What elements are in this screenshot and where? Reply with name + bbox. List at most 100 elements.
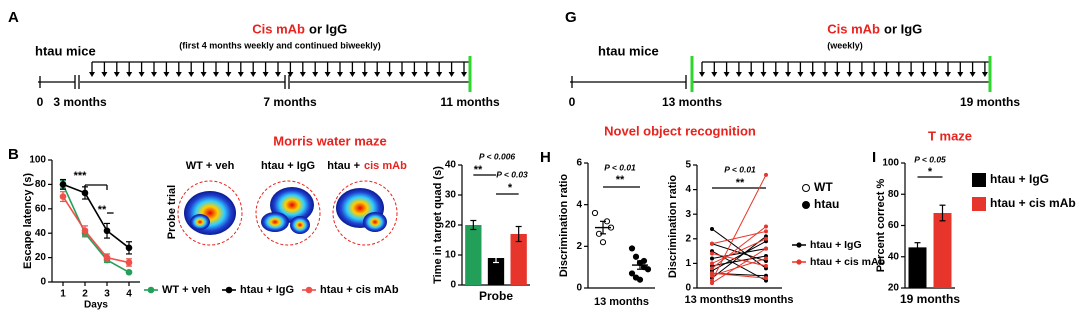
y-tick-label: 60	[888, 220, 900, 231]
condition-label: WT + veh	[186, 160, 235, 172]
panel-label: I	[872, 149, 876, 166]
heatmaps	[177, 180, 398, 246]
condition-label: htau +	[327, 160, 360, 172]
y-tick-label: 0	[576, 283, 582, 294]
point	[764, 246, 768, 251]
arrow-head	[436, 72, 443, 77]
x-tick-label: 2	[82, 289, 88, 300]
treatment: or IgG	[309, 21, 347, 36]
arrow-head	[113, 72, 120, 77]
point	[710, 241, 714, 246]
series-line	[62, 196, 130, 264]
arrow-head	[448, 72, 455, 77]
y-tick-label: 0	[685, 283, 691, 294]
y-tick-label: 40	[888, 251, 900, 262]
legend-swatch	[972, 173, 986, 187]
arrow-head	[138, 72, 145, 77]
arrow-head	[908, 72, 915, 77]
y-tick-label: 4	[685, 184, 691, 195]
arrow-head	[200, 72, 207, 77]
point	[710, 256, 714, 261]
y-tick-label: 40	[35, 228, 47, 239]
arrow-head	[920, 72, 927, 77]
pair-line	[711, 174, 767, 281]
y-tick-label: 10	[445, 250, 457, 261]
y-axis-label: Discrimination ratio	[558, 174, 570, 278]
arrow-head	[225, 72, 232, 77]
point	[644, 266, 652, 273]
series-line	[62, 184, 130, 273]
arrow-head	[822, 72, 828, 77]
arrow-head	[735, 72, 742, 77]
point	[710, 271, 714, 276]
panel-title: Morris water maze	[273, 133, 386, 148]
arrow-head	[760, 72, 767, 77]
time-label: 0	[37, 95, 44, 109]
arrow-head	[858, 72, 865, 77]
y-tick-label: 2	[576, 241, 582, 252]
point	[764, 172, 768, 177]
arrow-head	[711, 72, 718, 77]
y-tick-label: 80	[35, 179, 47, 190]
point	[81, 189, 89, 197]
point	[764, 256, 768, 261]
time-label: 11 months	[440, 95, 500, 109]
point	[710, 226, 714, 231]
arrow-head	[895, 72, 902, 77]
arrow-head	[748, 72, 755, 77]
point	[710, 281, 714, 286]
pair-line	[711, 272, 767, 279]
y-tick-label: 20	[888, 283, 900, 294]
legend-marker	[796, 259, 802, 265]
pair-line	[711, 255, 767, 267]
legend-label: WT + veh	[162, 284, 211, 296]
panel-label: H	[540, 149, 551, 166]
x-tick-label: 13 months	[684, 294, 739, 306]
bar	[933, 213, 952, 288]
time-label: 19 months	[960, 95, 1020, 109]
arrow-head	[809, 72, 816, 77]
annotation: P < 0.03	[496, 169, 528, 179]
annotation: P < 0.01	[724, 164, 756, 174]
point	[764, 224, 768, 229]
y-tick-label: 100	[29, 155, 46, 166]
schedule: (weekly)	[827, 40, 863, 50]
arrow-head	[237, 72, 244, 77]
bar	[465, 225, 482, 285]
panel-title: T maze	[928, 128, 972, 143]
arrow-head	[151, 72, 157, 77]
arrow-head	[945, 72, 951, 77]
arrow-head	[699, 72, 705, 77]
y-axis-label: Time in target quad (s)	[432, 166, 444, 284]
pair-line	[711, 240, 767, 272]
point	[764, 229, 768, 234]
arrow-head	[423, 72, 430, 77]
point	[764, 263, 768, 268]
arrow-head	[349, 72, 356, 77]
annotation: *	[508, 182, 513, 194]
y-tick-label: 20	[445, 220, 457, 231]
annotation: **	[474, 164, 483, 176]
treatment: or IgG	[884, 21, 922, 36]
legend-marker	[225, 286, 233, 294]
panel-label: B	[8, 146, 19, 163]
annotation: **	[616, 174, 625, 186]
arrow-head	[399, 72, 405, 77]
treatment: Cis mAb	[252, 21, 305, 36]
y-axis-label: Percent correct %	[875, 179, 887, 273]
arrow-head	[957, 72, 964, 77]
x-tick-label: 3	[104, 289, 110, 300]
time-label: 0	[569, 95, 576, 109]
y-axis-label: Discrimination ratio	[667, 175, 679, 279]
annotation: P < 0.006	[479, 151, 516, 161]
y-tick-label: 0	[40, 277, 46, 288]
series-line	[62, 183, 130, 249]
arrow-head	[871, 72, 878, 77]
annotation: **	[98, 204, 107, 216]
legend-label: htau + IgG	[240, 284, 294, 296]
arrow-head	[797, 72, 804, 77]
arrow-head	[262, 72, 269, 77]
legend-marker	[796, 242, 802, 248]
point	[710, 266, 714, 271]
